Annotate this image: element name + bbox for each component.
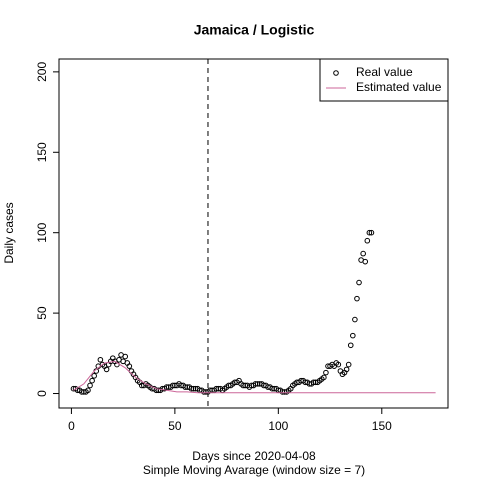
data-point bbox=[356, 279, 362, 286]
data-point bbox=[343, 366, 350, 373]
data-point bbox=[89, 377, 95, 384]
data-point bbox=[360, 250, 366, 257]
data-point bbox=[335, 361, 342, 368]
legend-label: Real value bbox=[356, 65, 413, 79]
chart-title: Jamaica / Logistic bbox=[194, 22, 315, 38]
y-tick-label: 150 bbox=[35, 142, 49, 162]
legend-box bbox=[319, 58, 449, 102]
data-point bbox=[87, 382, 93, 389]
x-tick-label: 150 bbox=[372, 419, 392, 433]
data-point bbox=[126, 363, 133, 369]
data-point bbox=[97, 356, 104, 363]
data-point bbox=[85, 387, 91, 394]
x-tick-label: 100 bbox=[268, 419, 288, 433]
plot-frame bbox=[58, 58, 449, 409]
data-point bbox=[350, 332, 356, 339]
data-point bbox=[321, 374, 327, 381]
subtitle: Simple Moving Avarage (window size = 7) bbox=[143, 463, 365, 477]
y-tick-label: 50 bbox=[35, 306, 49, 320]
estimate-line bbox=[73, 360, 436, 394]
data-point bbox=[91, 373, 97, 379]
data-point bbox=[122, 353, 129, 360]
data-point bbox=[362, 258, 369, 265]
data-point bbox=[347, 342, 354, 349]
data-point bbox=[368, 229, 375, 236]
data-point bbox=[366, 229, 373, 236]
y-axis-label: Daily cases bbox=[2, 202, 16, 263]
data-point bbox=[103, 366, 110, 373]
legend-label: Estimated value bbox=[356, 80, 442, 94]
data-point bbox=[364, 237, 371, 244]
x-tick-label: 0 bbox=[68, 419, 75, 433]
y-tick-label: 0 bbox=[35, 390, 49, 397]
y-tick-label: 200 bbox=[35, 62, 49, 82]
data-point bbox=[323, 369, 329, 376]
data-point bbox=[352, 316, 358, 323]
x-axis-label: Days since 2020-04-08 bbox=[192, 449, 316, 463]
data-point bbox=[345, 361, 352, 368]
y-tick-label: 100 bbox=[35, 222, 49, 242]
x-tick-label: 50 bbox=[168, 419, 182, 433]
data-point bbox=[354, 295, 360, 302]
legend-symbol bbox=[333, 70, 339, 76]
